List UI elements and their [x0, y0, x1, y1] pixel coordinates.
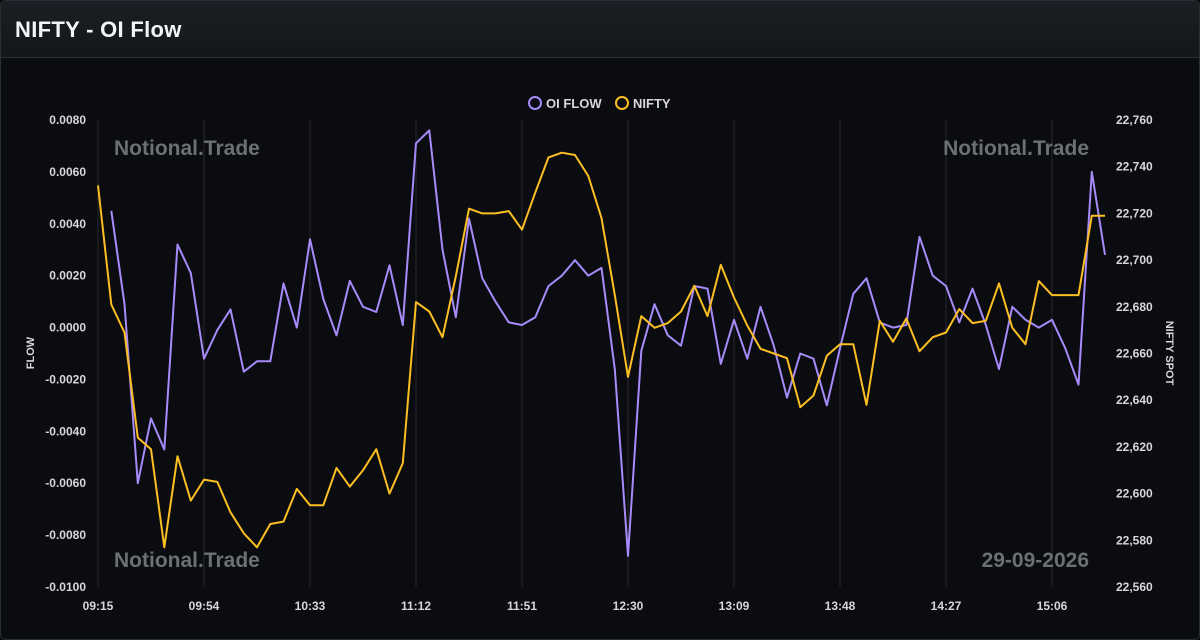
legend-nifty-marker[interactable]: [615, 96, 629, 110]
y-left-tick-label: -0.0020: [45, 372, 86, 386]
y-right-tick-label: 22,720: [1116, 206, 1153, 220]
y-right-tick-label: 22,620: [1116, 440, 1153, 454]
y-right-tick-label: 22,680: [1116, 300, 1153, 314]
y-left-tick-label: -0.0100: [45, 580, 86, 594]
series-line-nifty[interactable]: [97, 151, 1105, 549]
y-right-tick-label: 22,640: [1116, 393, 1153, 407]
y-left-tick-label: 0.0020: [49, 269, 86, 283]
watermark-date: 29-09-2026: [982, 549, 1089, 572]
x-tick-label: 13:48: [825, 599, 856, 613]
legend-oi-flow-label[interactable]: OI FLOW: [546, 96, 602, 111]
y-right-tick-label: 22,580: [1116, 533, 1153, 547]
title-bar: NIFTY - OI Flow: [1, 1, 1199, 58]
y-left-tick-label: -0.0080: [45, 528, 86, 542]
watermark-top-right: Notional.Trade: [943, 137, 1089, 160]
y-left-tick-label: -0.0060: [45, 476, 86, 490]
y-right-tick-label: 22,560: [1116, 580, 1153, 594]
legend-nifty-label[interactable]: NIFTY: [633, 96, 671, 111]
x-tick-label: 11:51: [507, 599, 537, 613]
y-left-tick-label: 0.0080: [49, 113, 86, 127]
x-tick-label: 13:09: [719, 599, 750, 613]
x-tick-label: 12:30: [613, 599, 644, 613]
legend-oi-flow-marker[interactable]: [528, 96, 542, 110]
y-right-tick-label: 22,660: [1116, 347, 1153, 361]
watermark-top-left: Notional.Trade: [114, 137, 260, 160]
y-axis-right-label: NIFTY SPOT: [1163, 321, 1175, 386]
y-right-tick-label: 22,760: [1116, 113, 1153, 127]
y-right-tick-label: 22,740: [1116, 160, 1153, 174]
y-left-tick-label: -0.0040: [45, 424, 86, 438]
x-tick-label: 15:06: [1037, 599, 1068, 613]
watermark-bottom-left: Notional.Trade: [114, 549, 260, 572]
x-tick-label: 11:12: [401, 599, 431, 613]
y-left-tick-label: 0.0000: [49, 321, 86, 335]
y-left-tick-label: 0.0040: [49, 217, 86, 231]
series-line-oi-flow[interactable]: [110, 129, 1106, 557]
y-right-tick-label: 22,600: [1116, 487, 1153, 501]
y-left-tick-label: 0.0060: [49, 165, 86, 179]
x-tick-label: 09:54: [189, 599, 220, 613]
x-tick-label: 14:27: [931, 599, 962, 613]
page-title: NIFTY - OI Flow: [15, 17, 182, 42]
x-tick-label: 10:33: [295, 599, 326, 613]
legend[interactable]: OI FLOW NIFTY: [528, 96, 671, 111]
x-tick-label: 09:15: [83, 599, 114, 613]
y-right-tick-label: 22,700: [1116, 253, 1153, 267]
y-axis-left-label: FLOW: [25, 336, 37, 369]
